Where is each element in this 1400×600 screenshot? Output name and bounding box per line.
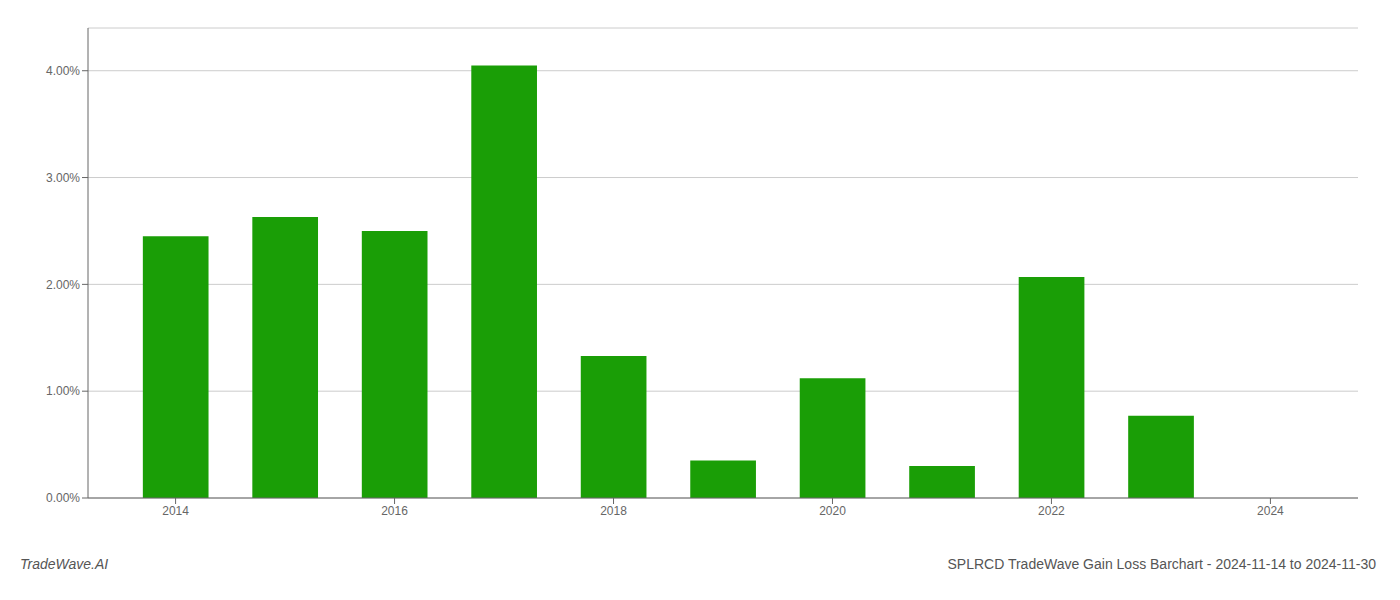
svg-text:2020: 2020 (819, 504, 846, 518)
svg-text:2022: 2022 (1038, 504, 1065, 518)
svg-text:2018: 2018 (600, 504, 627, 518)
svg-text:2024: 2024 (1257, 504, 1284, 518)
svg-text:4.00%: 4.00% (46, 64, 80, 78)
html-text:SPLRCD TradeWave Gain Loss Bar: SPLRCD TradeWave Gain Loss Barchart - 20… (947, 556, 1376, 572)
svg-text:2016: 2016 (381, 504, 408, 518)
svg-text:2014: 2014 (162, 504, 189, 518)
svg-text:0.00%: 0.00% (46, 491, 80, 505)
svg-text:1.00%: 1.00% (46, 384, 80, 398)
svg-text:2.00%: 2.00% (46, 278, 80, 292)
svg-text:3.00%: 3.00% (46, 171, 80, 185)
html-text:TradeWave.AI: TradeWave.AI (20, 556, 109, 572)
